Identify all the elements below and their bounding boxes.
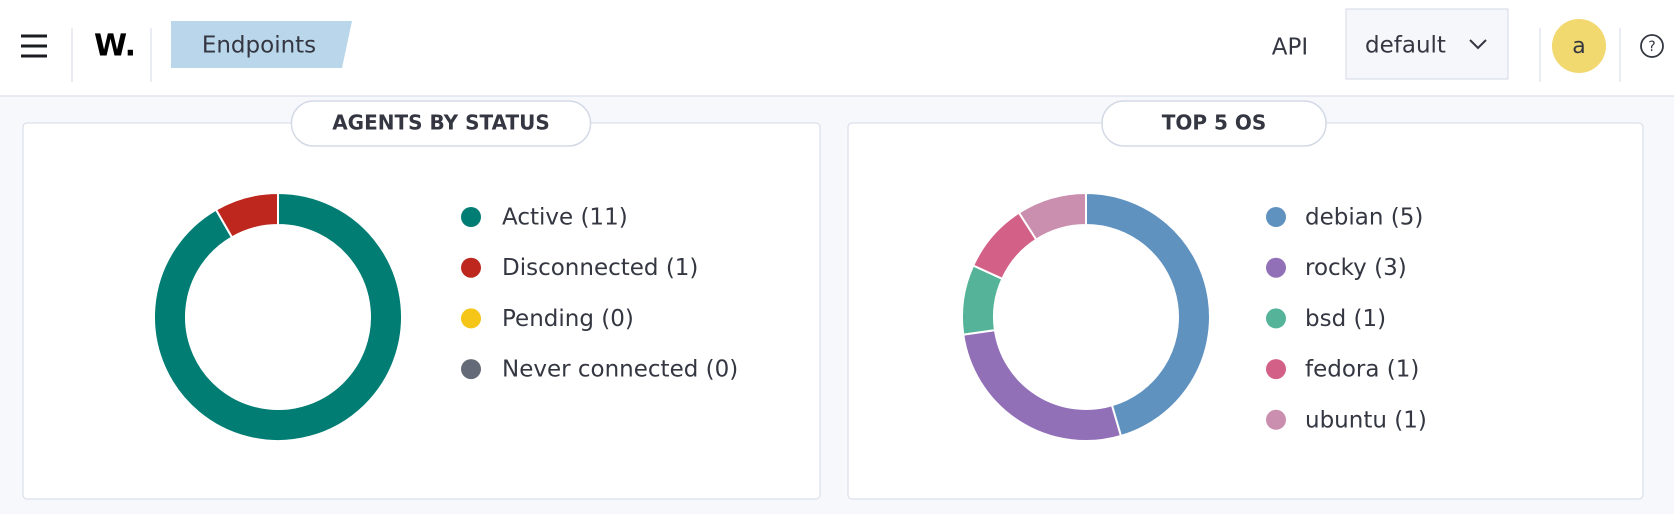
legend-marker bbox=[461, 207, 481, 227]
legend-marker bbox=[1266, 308, 1286, 329]
legend-marker bbox=[1266, 257, 1286, 278]
chevron bbox=[1469, 39, 1487, 50]
legend-marker bbox=[1266, 359, 1286, 380]
legend-marker bbox=[461, 257, 481, 278]
menu-button[interactable] bbox=[21, 34, 47, 58]
donut-slice bbox=[1017, 191, 1087, 241]
panel bbox=[22, 122, 821, 500]
help-button[interactable] bbox=[1640, 34, 1664, 58]
breadcrumb[interactable]: Endpoints bbox=[202, 33, 316, 59]
breadcrumb-bg bbox=[171, 21, 352, 68]
help-icon: ? bbox=[1648, 39, 1655, 55]
logo[interactable]: W. bbox=[94, 29, 136, 64]
legend-marker bbox=[1266, 409, 1286, 430]
legend-label: bsd (1) bbox=[1305, 306, 1386, 332]
panel-title-pill bbox=[1101, 100, 1327, 147]
panel-title-pill bbox=[290, 100, 592, 147]
legend-label: rocky (3) bbox=[1305, 255, 1407, 281]
legend-label: ubuntu (1) bbox=[1305, 407, 1427, 433]
panel-title: TOP 5 OS bbox=[1162, 111, 1267, 135]
avatar[interactable] bbox=[1552, 19, 1606, 73]
legend-label: Never connected (0) bbox=[502, 357, 738, 383]
legend-label: Active (11) bbox=[502, 205, 628, 231]
legend-label: debian (5) bbox=[1305, 205, 1423, 231]
donut-slice bbox=[153, 191, 403, 442]
legend-marker bbox=[461, 308, 481, 329]
api-link[interactable]: API bbox=[1272, 35, 1308, 61]
donut-slice bbox=[1085, 191, 1211, 438]
panel-title: AGENTS BY STATUS bbox=[332, 111, 550, 135]
legend-marker bbox=[1266, 207, 1286, 227]
selector-value: default bbox=[1365, 33, 1446, 59]
legend-label: Pending (0) bbox=[502, 306, 634, 332]
legend-label: Disconnected (1) bbox=[502, 255, 698, 281]
legend-marker bbox=[461, 359, 481, 380]
legend-label: fedora (1) bbox=[1305, 357, 1419, 383]
avatar-letter: a bbox=[1572, 34, 1585, 59]
